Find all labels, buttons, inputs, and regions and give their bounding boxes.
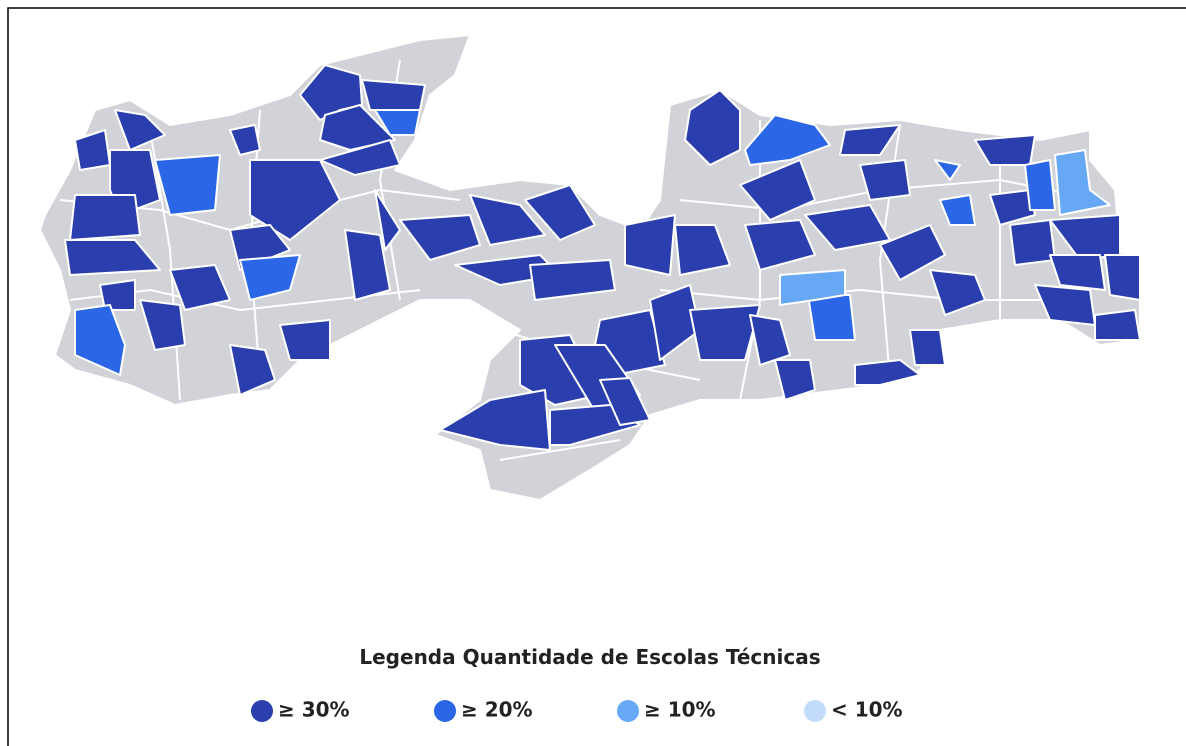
municipality — [75, 130, 110, 170]
map-view: Legenda Quantidade de Escolas Técnicas ≥… — [0, 0, 1186, 746]
municipality — [70, 195, 140, 240]
municipality — [1095, 310, 1140, 340]
legend-swatch — [804, 700, 826, 722]
municipality — [280, 320, 330, 360]
municipality — [910, 330, 945, 365]
municipality — [625, 215, 675, 275]
municipality — [860, 160, 910, 200]
municipality — [1105, 255, 1140, 300]
legend-swatch — [617, 700, 639, 722]
municipality — [1010, 220, 1055, 265]
legend-title: Legenda Quantidade de Escolas Técnicas — [359, 645, 820, 669]
legend-swatch — [434, 700, 456, 722]
municipality — [808, 295, 855, 340]
legend-label: ≥ 30% — [278, 698, 350, 722]
legend: ≥ 30% ≥ 20% ≥ 10% < 10% — [251, 698, 903, 723]
state-map — [40, 35, 1140, 500]
legend-label: < 10% — [831, 698, 903, 722]
legend-swatch — [251, 700, 273, 722]
legend-label: ≥ 10% — [644, 698, 716, 722]
municipality — [1025, 160, 1055, 210]
legend-label: ≥ 20% — [461, 698, 533, 722]
page: {"legend": {"title": "Legenda Quantidade… — [0, 0, 1186, 746]
municipality — [362, 80, 425, 110]
